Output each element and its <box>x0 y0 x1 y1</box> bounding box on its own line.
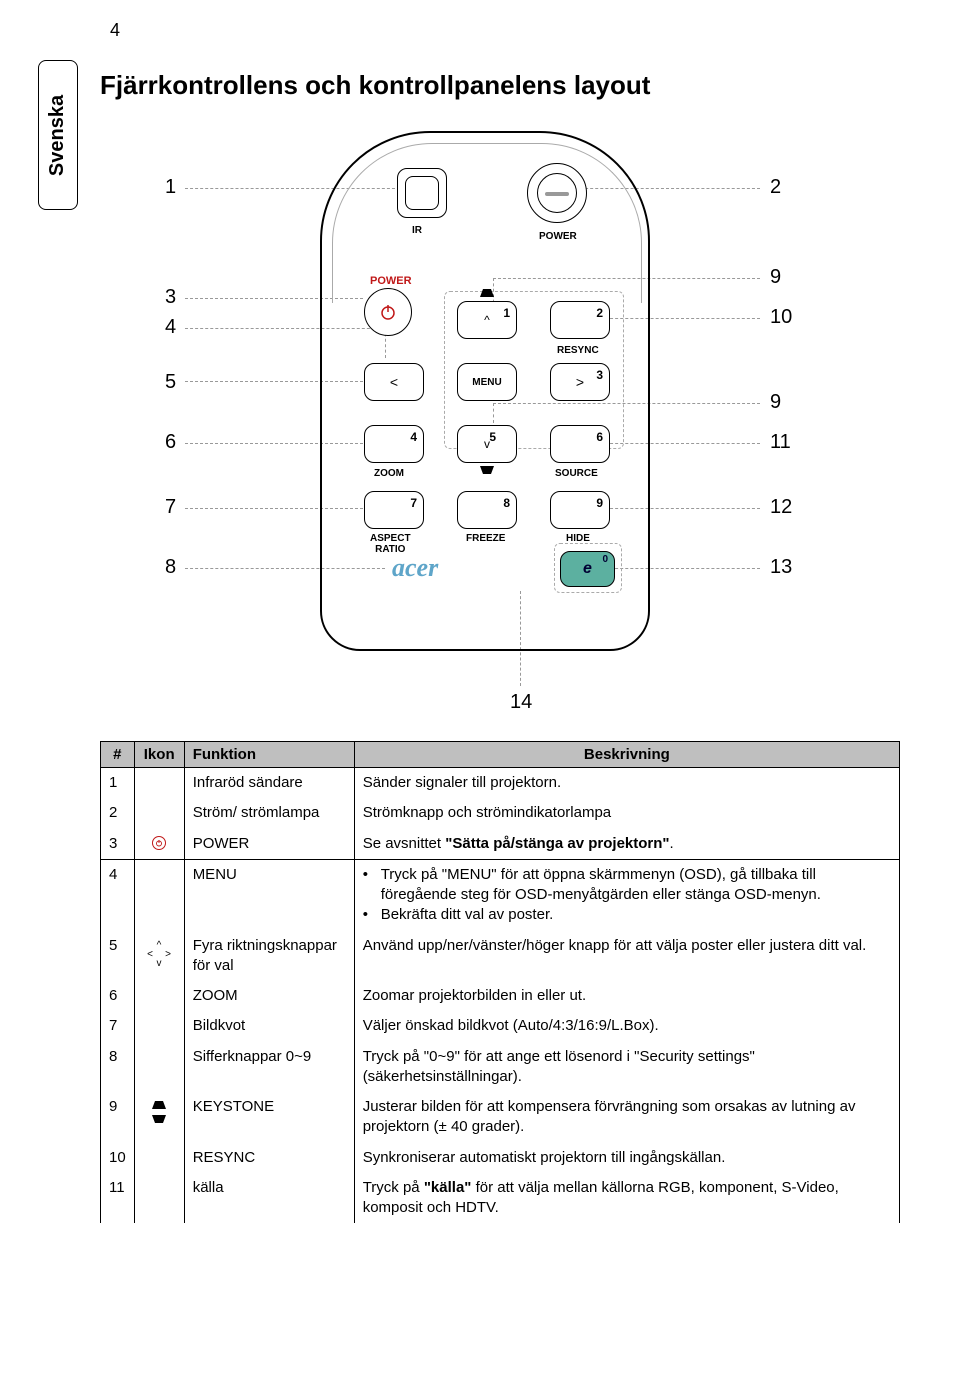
hide-button: 9 <box>550 491 610 529</box>
language-label: Svenska <box>47 94 70 175</box>
remote-diagram: 1 3 4 5 6 7 8 2 9 10 9 11 12 13 14 <box>100 131 900 721</box>
down-button: v5 <box>457 425 517 463</box>
table-row: 6 ZOOM Zoomar projektorbilden in eller u… <box>101 981 900 1011</box>
table-row: 9 KEYSTONE Justerar bilden för att kompe… <box>101 1092 900 1143</box>
keystone-down-icon <box>478 466 496 474</box>
svg-text:^: ^ <box>157 940 162 951</box>
th-num: # <box>101 742 135 768</box>
e-button: e 0 <box>560 551 615 587</box>
zoom-button: 4 <box>364 425 424 463</box>
table-row: 4 MENU •Tryck på "MENU" för att öppna sk… <box>101 859 900 930</box>
right-button: >3 <box>550 363 610 401</box>
table-row: 10 RESYNC Synkroniserar automatiskt proj… <box>101 1143 900 1173</box>
aspect-label: ASPECTRATIO <box>370 533 411 555</box>
acer-logo: acer <box>392 553 438 583</box>
row11-desc: Tryck på "källa" för att välja mellan kä… <box>363 1179 839 1216</box>
language-tab: Svenska <box>38 60 78 210</box>
callout-14: 14 <box>510 691 532 714</box>
keystone-up-icon <box>478 289 496 297</box>
callout-5: 5 <box>165 371 176 394</box>
callout-2: 2 <box>770 176 781 199</box>
source-button: 6 <box>550 425 610 463</box>
table-row: 3 POWER Se avsnittet "Sätta på/stänga av… <box>101 829 900 860</box>
power-red-label: POWER <box>370 275 412 287</box>
callout-11: 11 <box>770 431 791 454</box>
callout-9a: 9 <box>770 266 781 289</box>
description-table: # Ikon Funktion Beskrivning 1 Infraröd s… <box>100 741 900 1223</box>
up-button: ^1 <box>457 301 517 339</box>
th-desc: Beskrivning <box>354 742 899 768</box>
power-icon <box>152 836 166 850</box>
callout-6: 6 <box>165 431 176 454</box>
callout-8: 8 <box>165 556 176 579</box>
resync-label: RESYNC <box>557 345 599 356</box>
keystone-icon <box>149 1099 169 1125</box>
svg-text:v: v <box>157 958 162 968</box>
callout-10: 10 <box>770 306 792 329</box>
remote-body: IR POWER POWER ^1 <box>320 131 650 651</box>
freeze-button: 8 <box>457 491 517 529</box>
callout-1: 1 <box>165 176 176 199</box>
table-row: 7 Bildkvot Väljer önskad bildkvot (Auto/… <box>101 1011 900 1041</box>
power-top-button <box>527 163 587 223</box>
left-button: < <box>364 363 424 401</box>
ir-label: IR <box>412 225 422 236</box>
svg-text:>: > <box>165 949 171 960</box>
ir-button <box>397 168 447 218</box>
freeze-label: FREEZE <box>466 533 505 544</box>
table-row: 2 Ström/ strömlampa Strömknapp och ström… <box>101 798 900 828</box>
callout-7: 7 <box>165 496 176 519</box>
zoom-label: ZOOM <box>374 468 404 479</box>
table-row: 11 källa Tryck på "källa" för att välja … <box>101 1173 900 1224</box>
page-title: Fjärrkontrollens och kontrollpanelens la… <box>100 70 900 101</box>
table-row: 8 Sifferknappar 0~9 Tryck på "0~9" för a… <box>101 1042 900 1093</box>
hide-label: HIDE <box>566 533 590 544</box>
power-button <box>364 288 412 336</box>
arrows-icon: ^ < > v <box>144 938 174 968</box>
row3-desc: Se avsnittet "Sätta på/stänga av projekt… <box>363 835 674 852</box>
source-label: SOURCE <box>555 468 598 479</box>
power-top-label: POWER <box>539 231 577 242</box>
menu-button: MENU <box>457 363 517 401</box>
callout-13: 13 <box>770 556 792 579</box>
aspect-button: 7 <box>364 491 424 529</box>
table-row: 5 ^ < > v Fyra riktnings­knappar för val… <box>101 931 900 982</box>
table-row: 1 Infraröd sändare Sänder signaler till … <box>101 768 900 799</box>
callout-12: 12 <box>770 496 792 519</box>
svg-text:<: < <box>147 949 153 960</box>
callout-9b: 9 <box>770 391 781 414</box>
callout-3: 3 <box>165 286 176 309</box>
th-icon: Ikon <box>134 742 184 768</box>
power-icon <box>379 303 397 321</box>
resync-button: 2 <box>550 301 610 339</box>
callout-4: 4 <box>165 316 176 339</box>
page-number: 4 <box>110 20 120 41</box>
th-func: Funktion <box>184 742 354 768</box>
